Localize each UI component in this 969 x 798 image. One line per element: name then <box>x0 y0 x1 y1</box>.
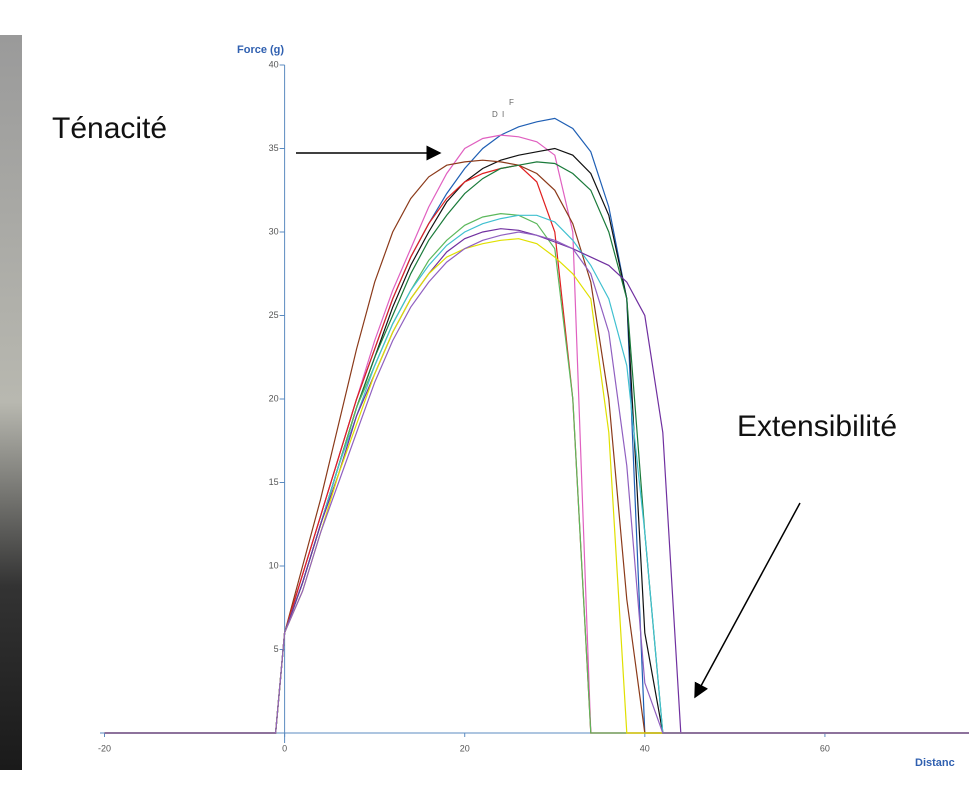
y-tick-label: 30 <box>269 226 279 236</box>
x-tick-label: -20 <box>98 743 111 753</box>
y-tick-label: 40 <box>269 59 279 69</box>
annotation: Ténacité <box>52 112 167 145</box>
plot-area: 5 10 15 20 25 30 35 40 -20 0 20 40 60 <box>98 59 969 753</box>
annotation: Extensibilité <box>737 410 897 443</box>
x-tick-label: 40 <box>640 743 650 753</box>
data-line <box>104 238 969 734</box>
marker-label: I <box>502 110 504 119</box>
data-line <box>104 164 969 734</box>
data-line <box>104 231 969 734</box>
data-line <box>104 212 969 734</box>
x-tick-label: 0 <box>282 743 287 753</box>
y-tick-label: 25 <box>269 310 279 320</box>
y-tick-label: 20 <box>269 393 279 403</box>
x-tick-label: 20 <box>460 743 470 753</box>
y-tick-label: 15 <box>269 477 279 487</box>
y-tick-label: 35 <box>269 143 279 153</box>
x-axis-title: Distanc <box>915 757 955 769</box>
photo-strip <box>0 35 22 770</box>
data-line <box>104 159 969 734</box>
marker-label: F <box>509 98 514 107</box>
x-tick-label: 60 <box>820 743 830 753</box>
marker-label: D <box>492 110 498 119</box>
y-tick-label: 5 <box>274 644 279 654</box>
arrow <box>694 502 801 699</box>
y-tick-label: 10 <box>269 560 279 570</box>
data-line <box>104 228 969 734</box>
data-line <box>104 161 969 734</box>
data-line <box>104 214 969 734</box>
y-axis-title: Force (g) <box>237 44 284 56</box>
